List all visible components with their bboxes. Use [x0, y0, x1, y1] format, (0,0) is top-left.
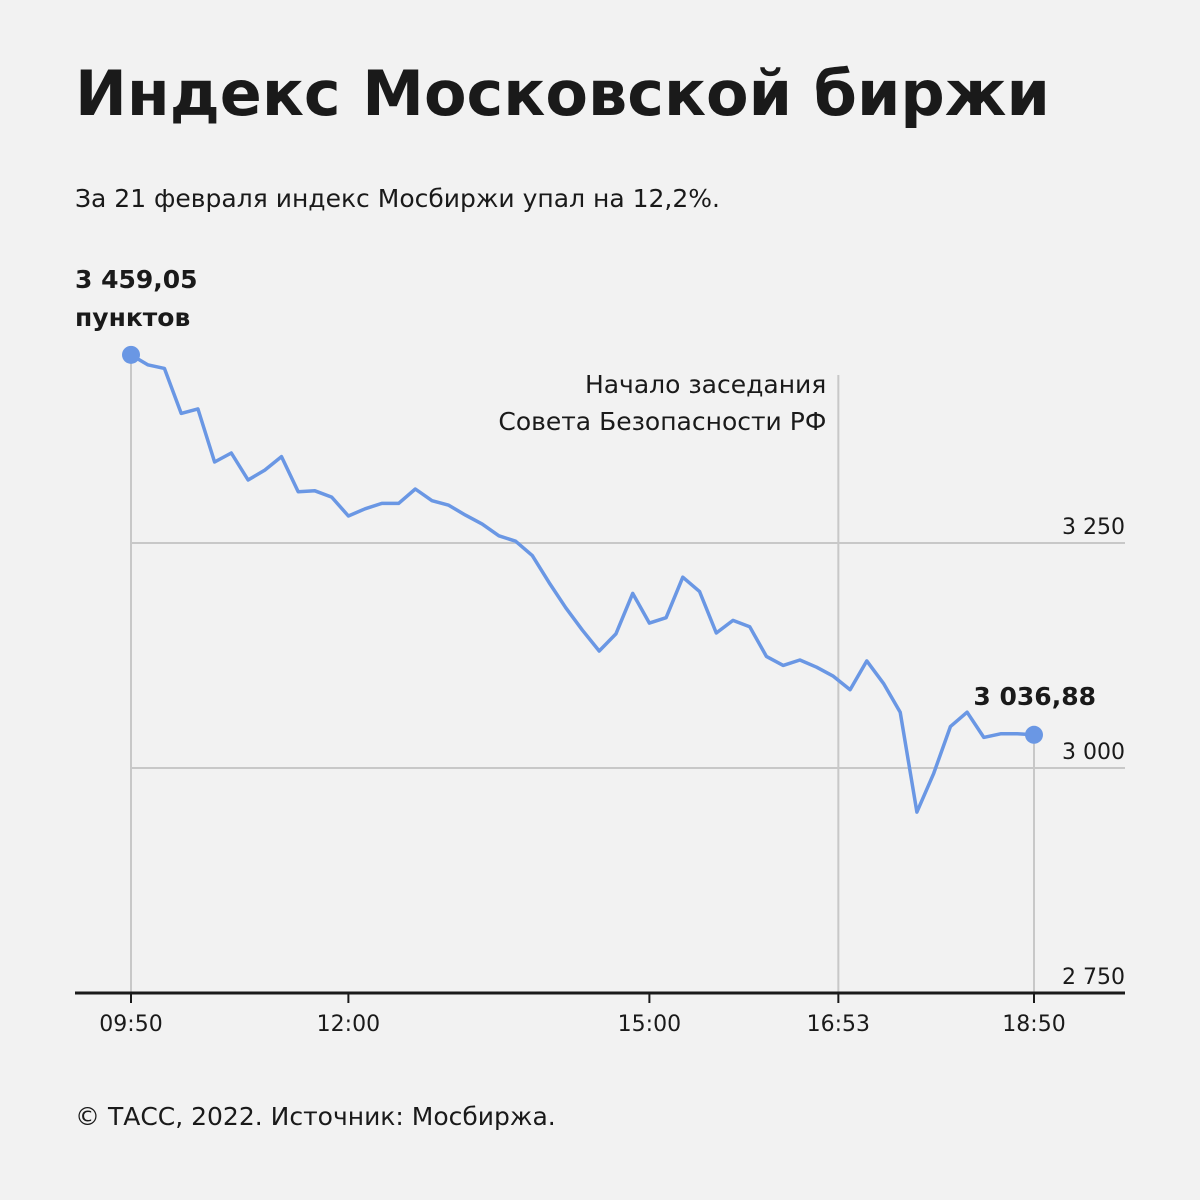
chart-title: Индекс Московской биржи — [75, 57, 1050, 130]
y-tick-label: 3 000 — [1062, 740, 1125, 765]
point — [122, 345, 140, 364]
x-tick-label: 16:53 — [807, 1012, 870, 1037]
x-tick-label: 12:00 — [317, 1012, 380, 1037]
x-tick-label: 15:00 — [618, 1012, 681, 1037]
y-tick-label: 3 250 — [1062, 515, 1125, 540]
value-label: 3 036,88 — [973, 682, 1096, 711]
point — [1025, 725, 1043, 744]
subtitle: За 21 февраля индекс Мосбиржи упал на 12… — [75, 184, 720, 213]
unit-label: пунктов — [75, 303, 190, 332]
x-tick-label: 18:50 — [1002, 1012, 1065, 1037]
value-label: 3 459,05 — [75, 265, 198, 294]
line — [130, 353, 1035, 814]
y-tick-label: 2 750 — [1062, 965, 1125, 990]
annotation-text: Начало заседания — [585, 370, 826, 399]
annotation-text: Совета Безопасности РФ — [498, 407, 826, 436]
source: © ТАСС, 2022. Источник: Мосбиржа. — [75, 1102, 556, 1131]
x-tick-label: 09:50 — [99, 1012, 162, 1037]
